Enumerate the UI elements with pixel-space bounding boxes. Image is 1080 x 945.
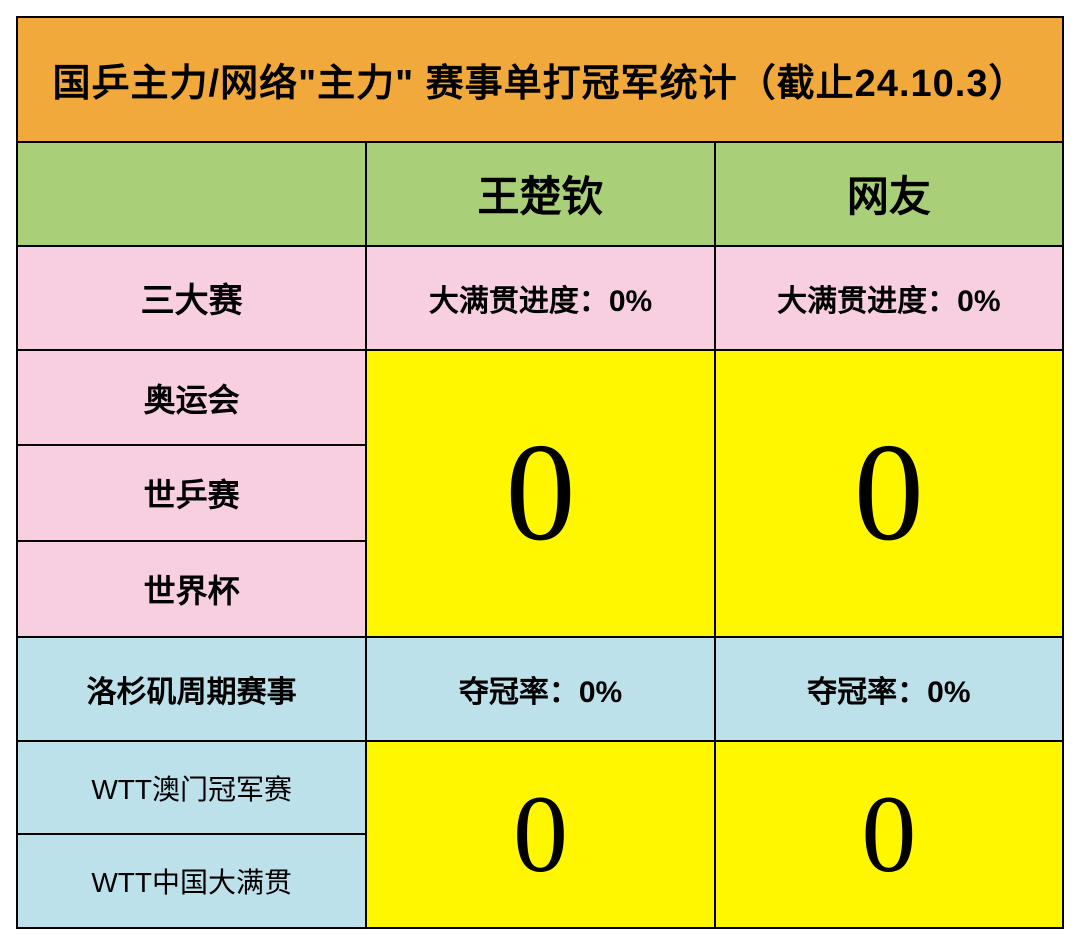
table-title: 国乒主力/网络"主力" 赛事单打冠军统计（截止24.10.3） (17, 17, 1063, 142)
section2-total-p1: 0 (366, 741, 714, 928)
section1-row-1: 世乒赛 (17, 445, 366, 541)
stats-table: 国乒主力/网络"主力" 赛事单打冠军统计（截止24.10.3） 王楚钦 网友 三… (16, 16, 1064, 929)
header-player1: 王楚钦 (366, 142, 714, 246)
section2-row-0: WTT澳门冠军赛 (17, 741, 366, 835)
section1-row-0: 奥运会 (17, 350, 366, 446)
section1-progress-p2: 大满贯进度：0% (715, 246, 1063, 350)
section1-row-2: 世界杯 (17, 541, 366, 637)
section1-progress-p1: 大满贯进度：0% (366, 246, 714, 350)
section2-rate-p2: 夺冠率：0% (715, 637, 1063, 741)
section2-row-1: WTT中国大满贯 (17, 834, 366, 928)
section1-total-p2: 0 (715, 350, 1063, 637)
section2-total-p2: 0 (715, 741, 1063, 928)
section1-label: 三大赛 (17, 246, 366, 350)
header-player2: 网友 (715, 142, 1063, 246)
section1-total-p1: 0 (366, 350, 714, 637)
section2-label: 洛杉矶周期赛事 (17, 637, 366, 741)
section2-rate-p1: 夺冠率：0% (366, 637, 714, 741)
header-empty (17, 142, 366, 246)
